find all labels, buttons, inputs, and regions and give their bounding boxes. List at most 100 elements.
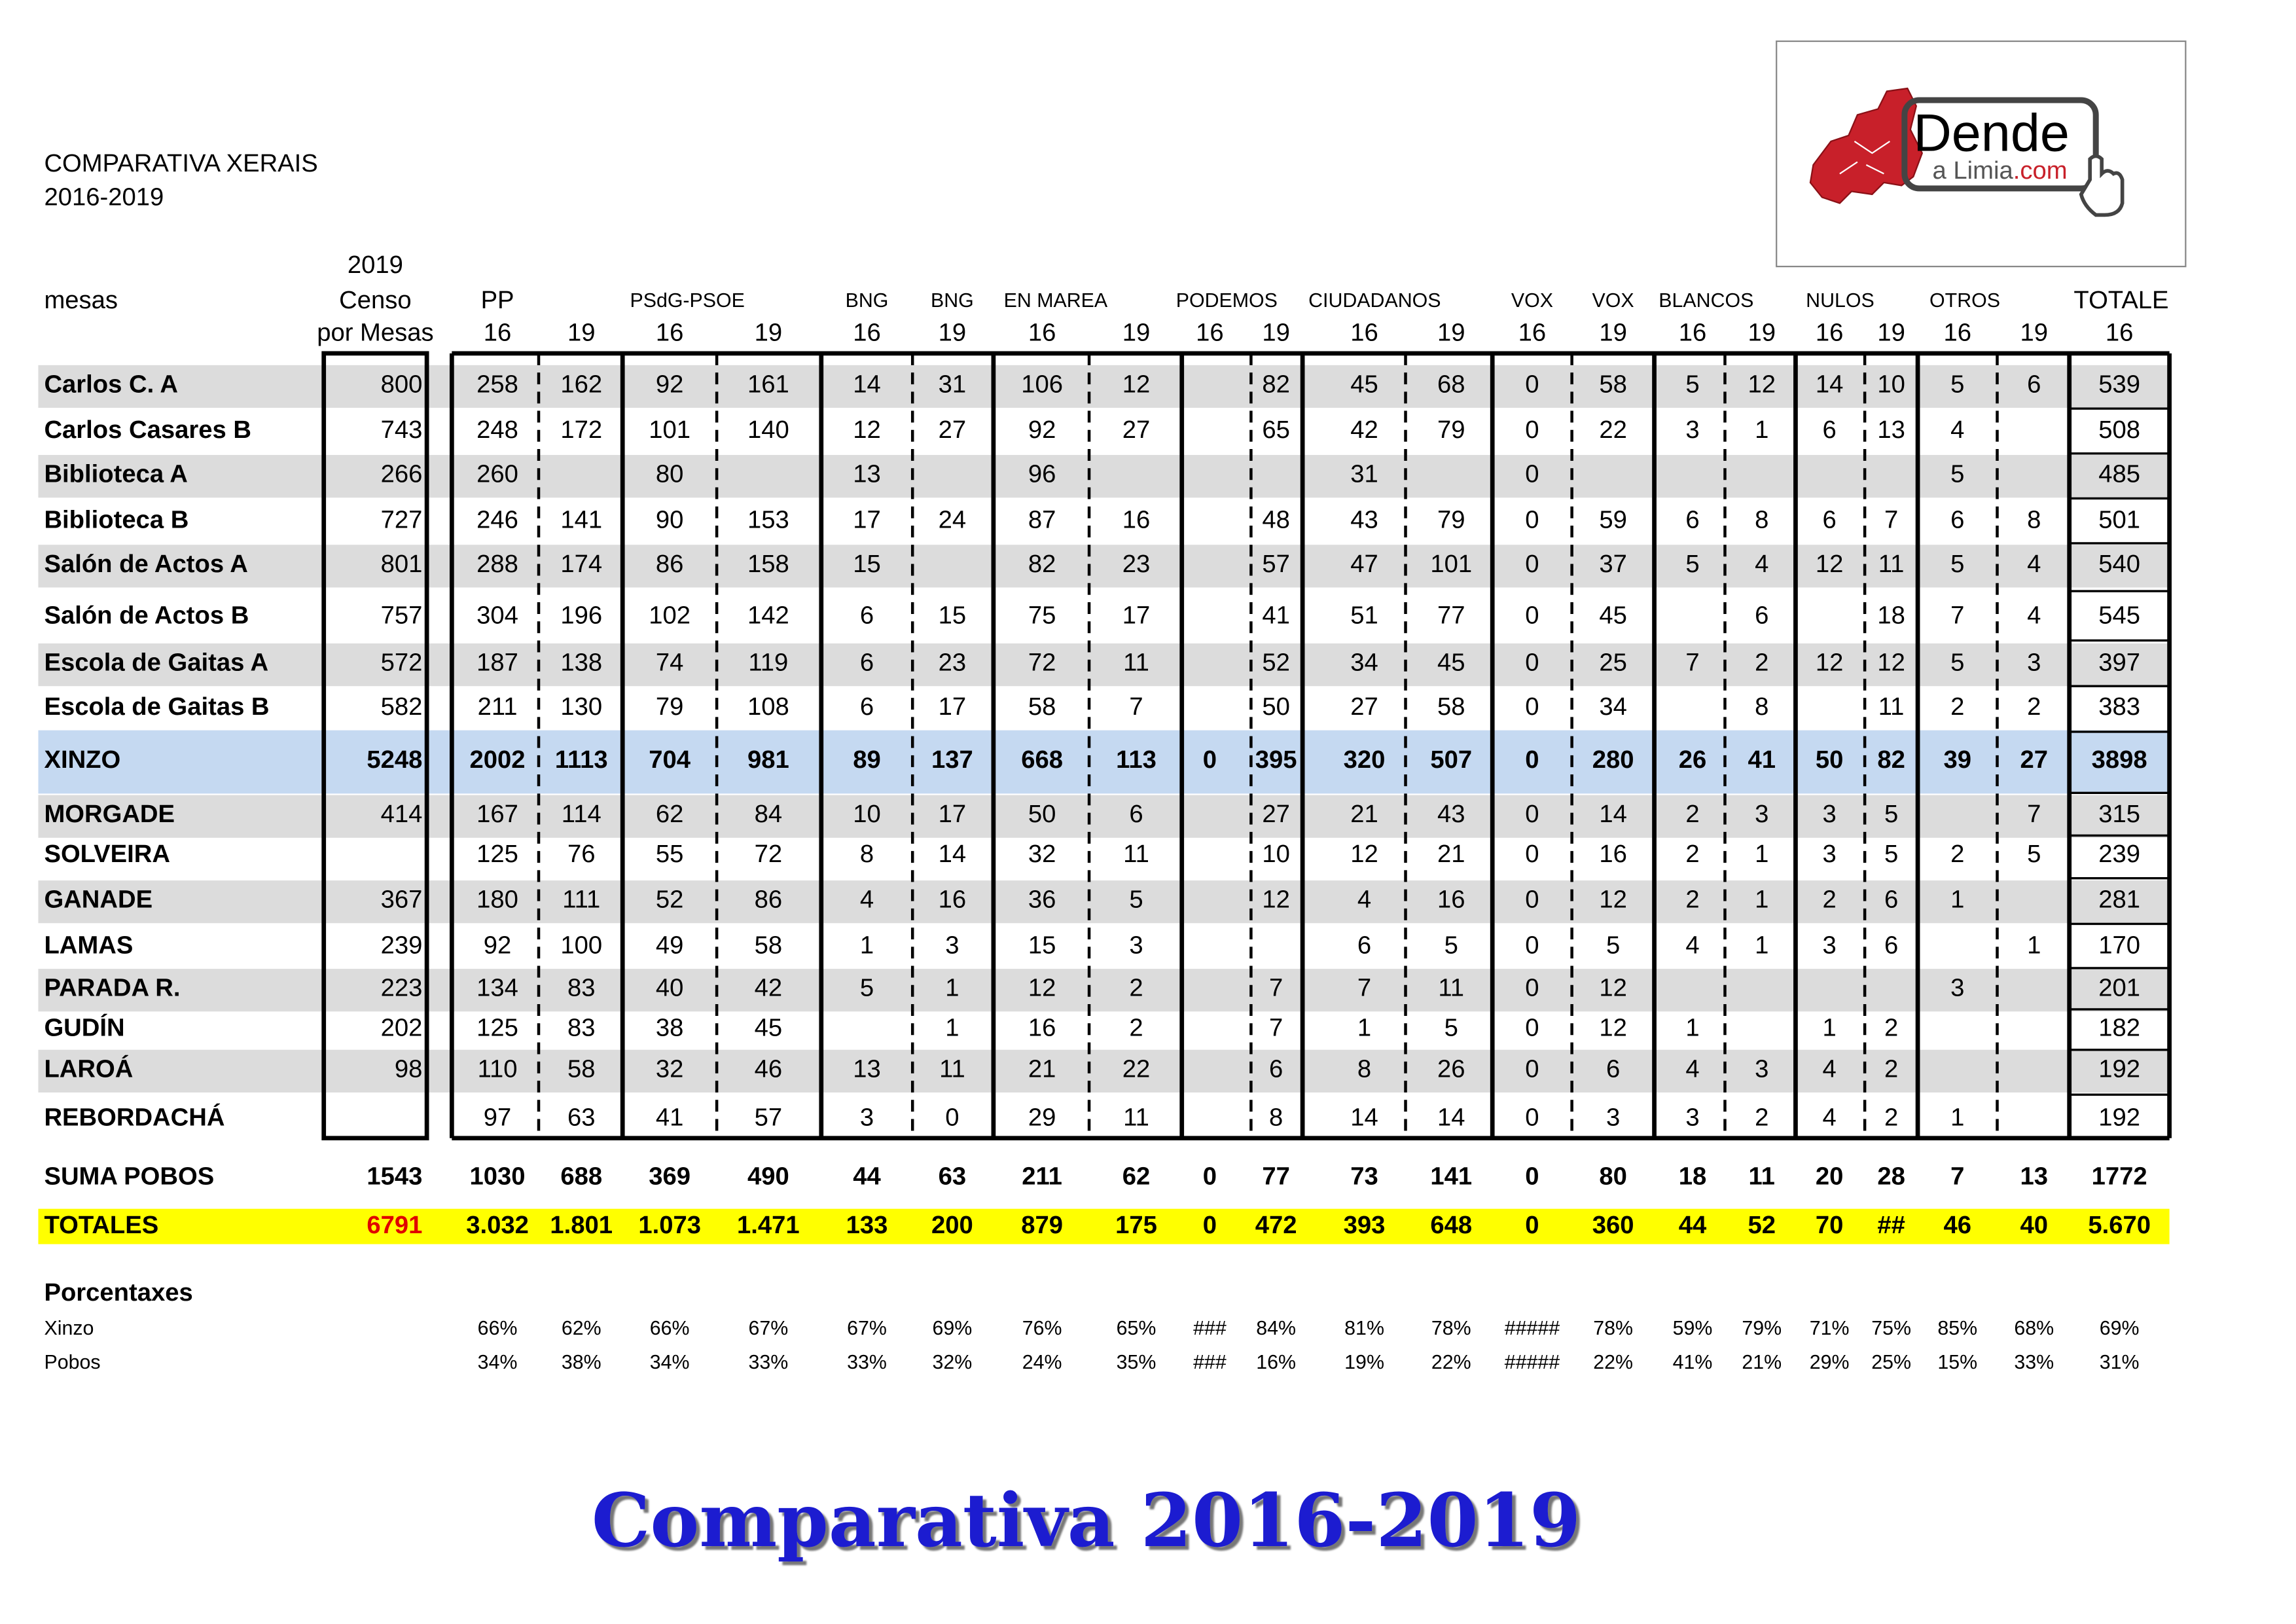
- value-cell: 1113: [555, 746, 608, 774]
- row-name: LAROÁ: [44, 1054, 133, 1083]
- row-name: Salón de Actos B: [44, 602, 249, 630]
- pct-cell: 31%: [2100, 1352, 2140, 1373]
- pct-cell: 29%: [1810, 1352, 1850, 1373]
- value-cell: 5: [1950, 370, 1964, 398]
- value-cell: 80: [656, 460, 684, 488]
- value-cell: 101: [649, 416, 691, 444]
- value-cell: 0: [1203, 1211, 1217, 1239]
- value-cell: 27: [2020, 746, 2048, 774]
- value-cell: 83: [567, 974, 596, 1002]
- value-cell: 4: [1823, 1055, 1837, 1083]
- row-name: Biblioteca B: [44, 505, 188, 533]
- value-cell: 7: [1950, 1163, 1964, 1191]
- pct-cell: 38%: [562, 1352, 601, 1373]
- value-cell: 1: [1950, 886, 1964, 914]
- value-cell: 260: [476, 460, 518, 488]
- value-cell: 1: [1755, 931, 1768, 959]
- value-cell: 102: [649, 602, 691, 630]
- party-header: EN MAREA: [1004, 290, 1108, 312]
- value-cell: 75: [1028, 602, 1056, 630]
- row-name: Escola de Gaitas A: [44, 649, 268, 677]
- party-header: PODEMOS: [1176, 290, 1278, 312]
- value-cell: 14: [853, 370, 881, 398]
- value-cell: 31: [939, 370, 967, 398]
- value-cell: 50: [1028, 800, 1056, 828]
- value-cell: 100: [560, 931, 602, 959]
- value-cell: 63: [939, 1163, 967, 1191]
- value-cell: 5: [1950, 649, 1964, 677]
- value-cell: 14: [1350, 1104, 1378, 1132]
- value-cell: 28: [1877, 1163, 1905, 1191]
- year-header: 19: [2020, 319, 2048, 347]
- pct-cell: 16%: [1256, 1352, 1296, 1373]
- pct-cell: 68%: [2014, 1318, 2054, 1339]
- value-cell: 44: [1679, 1211, 1707, 1239]
- value-cell: 0: [1525, 1013, 1539, 1041]
- value-cell: 3: [1129, 931, 1143, 959]
- value-cell: 8: [1357, 1055, 1371, 1083]
- value-cell: 1: [945, 1013, 959, 1041]
- row-shade: [38, 1049, 2170, 1092]
- year-header: 16: [656, 319, 684, 347]
- value-cell: 125: [476, 1013, 518, 1041]
- value-cell: 6: [860, 649, 874, 677]
- year-header: 19: [1748, 319, 1776, 347]
- value-cell: 0: [945, 1104, 959, 1132]
- value-cell: 76: [567, 840, 596, 868]
- value-cell: 13: [1877, 416, 1905, 444]
- pct-cell: 65%: [1117, 1318, 1157, 1339]
- value-cell: 12: [1816, 550, 1844, 578]
- censo-cell: 6791: [367, 1211, 422, 1239]
- value-cell: 11: [1438, 974, 1464, 1002]
- value-cell: 0: [1525, 550, 1539, 578]
- value-cell: 72: [1028, 649, 1056, 677]
- value-cell: 3: [1950, 974, 1964, 1002]
- value-cell: 5: [1444, 931, 1458, 959]
- value-cell: 508: [2098, 416, 2140, 444]
- value-cell: 7: [1129, 693, 1143, 721]
- value-cell: 2: [1950, 693, 1964, 721]
- party-header: OTROS: [1929, 290, 2000, 312]
- value-cell: 4: [2027, 602, 2041, 630]
- pct-cell: 67%: [748, 1318, 788, 1339]
- value-cell: 246: [476, 505, 518, 533]
- value-cell: 82: [1262, 370, 1290, 398]
- doc-years: 2016-2019: [44, 183, 164, 211]
- value-cell: 21: [1028, 1055, 1056, 1083]
- party-header: CIUDADANOS: [1308, 290, 1441, 312]
- value-cell: 119: [748, 649, 788, 677]
- value-cell: 395: [1255, 746, 1297, 774]
- value-cell: 12: [1262, 886, 1290, 914]
- pct-cell: 15%: [1937, 1352, 1977, 1373]
- value-cell: 11: [939, 1055, 965, 1083]
- value-cell: 27: [939, 416, 967, 444]
- value-cell: 23: [1122, 550, 1151, 578]
- party-header: TOTALE: [2073, 286, 2168, 314]
- value-cell: 360: [1592, 1211, 1634, 1239]
- value-cell: 0: [1525, 505, 1539, 533]
- year-header: 16: [1816, 319, 1844, 347]
- value-cell: 79: [656, 693, 684, 721]
- logo-hand: [2079, 154, 2125, 217]
- value-cell: 15: [1028, 931, 1056, 959]
- value-cell: 196: [560, 602, 602, 630]
- value-cell: 26: [1679, 746, 1707, 774]
- value-cell: 82: [1028, 550, 1056, 578]
- pct-cell: 32%: [933, 1352, 973, 1373]
- value-cell: 36: [1028, 886, 1056, 914]
- value-cell: 21: [1437, 840, 1465, 868]
- value-cell: 45: [1350, 370, 1378, 398]
- value-cell: 12: [1599, 974, 1627, 1002]
- value-cell: 110: [478, 1055, 518, 1083]
- value-cell: 21: [1350, 800, 1378, 828]
- value-cell: 3: [1685, 1104, 1699, 1132]
- censo-cell: 239: [381, 931, 423, 959]
- value-cell: 174: [560, 550, 602, 578]
- value-cell: 281: [2098, 886, 2140, 914]
- value-cell: 58: [1437, 693, 1465, 721]
- censo-cell: 5248: [367, 746, 422, 774]
- value-cell: 0: [1525, 886, 1539, 914]
- value-cell: 668: [1021, 746, 1063, 774]
